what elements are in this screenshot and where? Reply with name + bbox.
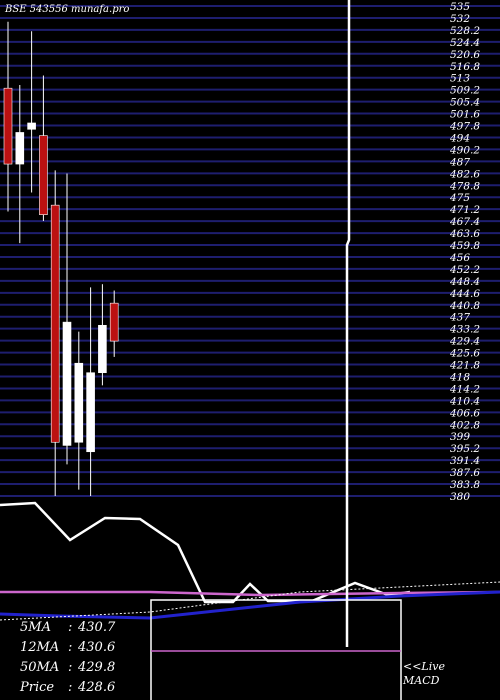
y-tick-label: 429.4 bbox=[449, 336, 480, 348]
y-tick-label: 418 bbox=[449, 371, 470, 383]
y-tick-label: 516.8 bbox=[450, 61, 480, 73]
price-label: Price bbox=[19, 680, 54, 695]
y-tick-label: 520.6 bbox=[450, 49, 480, 61]
y-tick-label: 425.6 bbox=[449, 348, 480, 360]
y-tick-label: 501.6 bbox=[450, 109, 480, 121]
y-tick-label: 532 bbox=[450, 13, 470, 25]
y-tick-label: 478.8 bbox=[449, 180, 480, 192]
y-tick-label: 528.2 bbox=[450, 25, 480, 37]
live-macd-label: <<Live MACD bbox=[402, 660, 445, 687]
candle-body bbox=[15, 132, 25, 165]
y-tick-label: 535 bbox=[450, 1, 470, 13]
ma-12-label: 12MA bbox=[20, 640, 59, 655]
y-tick-label: 383.8 bbox=[450, 479, 480, 491]
y-tick-label: 513 bbox=[450, 73, 470, 85]
candle-body bbox=[74, 362, 84, 443]
ma-5-label: 5MA bbox=[20, 620, 51, 635]
y-tick-label: 414.2 bbox=[449, 383, 480, 395]
y-tick-label: 387.6 bbox=[450, 467, 480, 479]
y-tick-label: 487 bbox=[449, 156, 470, 168]
y-tick-label: 463.6 bbox=[449, 228, 480, 240]
ma-5-value: 430.7 bbox=[77, 620, 116, 635]
y-tick-label: 395.2 bbox=[450, 443, 480, 455]
y-tick-label: 402.8 bbox=[449, 419, 480, 431]
y-tick-label: 452.2 bbox=[449, 264, 480, 276]
candle-body bbox=[98, 324, 107, 374]
ma-50-value: 429.8 bbox=[77, 660, 115, 675]
y-tick-label: 494 bbox=[449, 132, 470, 144]
y-tick-label: 505.4 bbox=[450, 97, 480, 109]
y-tick-label: 406.6 bbox=[449, 407, 480, 419]
y-tick-label: 380 bbox=[450, 491, 470, 503]
candle-body bbox=[109, 302, 119, 342]
y-tick-label: 459.8 bbox=[449, 240, 480, 252]
y-tick-label: 448.4 bbox=[449, 276, 480, 288]
candle-body bbox=[62, 321, 72, 446]
y-tick-label: 444.6 bbox=[449, 288, 480, 300]
y-tick-label: 509.2 bbox=[450, 85, 480, 97]
ma-dotted-line bbox=[0, 581, 500, 621]
ma-pink-line bbox=[0, 590, 500, 597]
candle-body bbox=[27, 122, 36, 130]
y-tick-label: 410.4 bbox=[449, 395, 480, 407]
y-tick-label: 482.6 bbox=[449, 168, 480, 180]
upper-indicator-line bbox=[0, 501, 411, 604]
y-axis-ticks: 535532528.2524.4520.6516.8513509.2505.45… bbox=[449, 1, 480, 503]
y-tick-label: 437 bbox=[449, 312, 470, 324]
y-tick-label: 475 bbox=[449, 192, 470, 204]
y-tick-label: 399 bbox=[450, 431, 470, 443]
ma-5-colon: : bbox=[68, 620, 72, 635]
y-tick-label: 467.4 bbox=[449, 216, 480, 228]
y-tick-label: 490.2 bbox=[449, 144, 480, 156]
y-tick-label: 433.2 bbox=[449, 324, 480, 336]
candle-body bbox=[3, 87, 13, 165]
y-tick-label: 497.8 bbox=[449, 121, 480, 133]
y-tick-label: 471.2 bbox=[449, 204, 480, 216]
candles bbox=[3, 21, 119, 496]
y-tick-label: 440.8 bbox=[449, 300, 480, 312]
ma-blue-line bbox=[0, 590, 500, 620]
ma-12-colon: : bbox=[68, 640, 72, 655]
ma-50-label: 50MA bbox=[20, 660, 59, 675]
vertical-marker-line bbox=[345, 0, 351, 647]
y-tick-label: 421.8 bbox=[449, 360, 480, 372]
ma-50-colon: : bbox=[68, 660, 72, 675]
candle-body bbox=[50, 204, 60, 443]
y-tick-label: 524.4 bbox=[450, 37, 480, 49]
y-tick-label: 391.4 bbox=[450, 455, 480, 467]
price-colon: : bbox=[68, 680, 72, 695]
candle-body bbox=[86, 372, 95, 453]
y-tick-label: 456 bbox=[449, 252, 470, 264]
chart-title: BSE 543556 munafa.pro bbox=[4, 4, 129, 15]
price-grid bbox=[0, 5, 500, 497]
candle-body bbox=[39, 135, 48, 215]
ma-12-value: 430.6 bbox=[77, 640, 115, 655]
price-value: 428.6 bbox=[77, 680, 115, 695]
